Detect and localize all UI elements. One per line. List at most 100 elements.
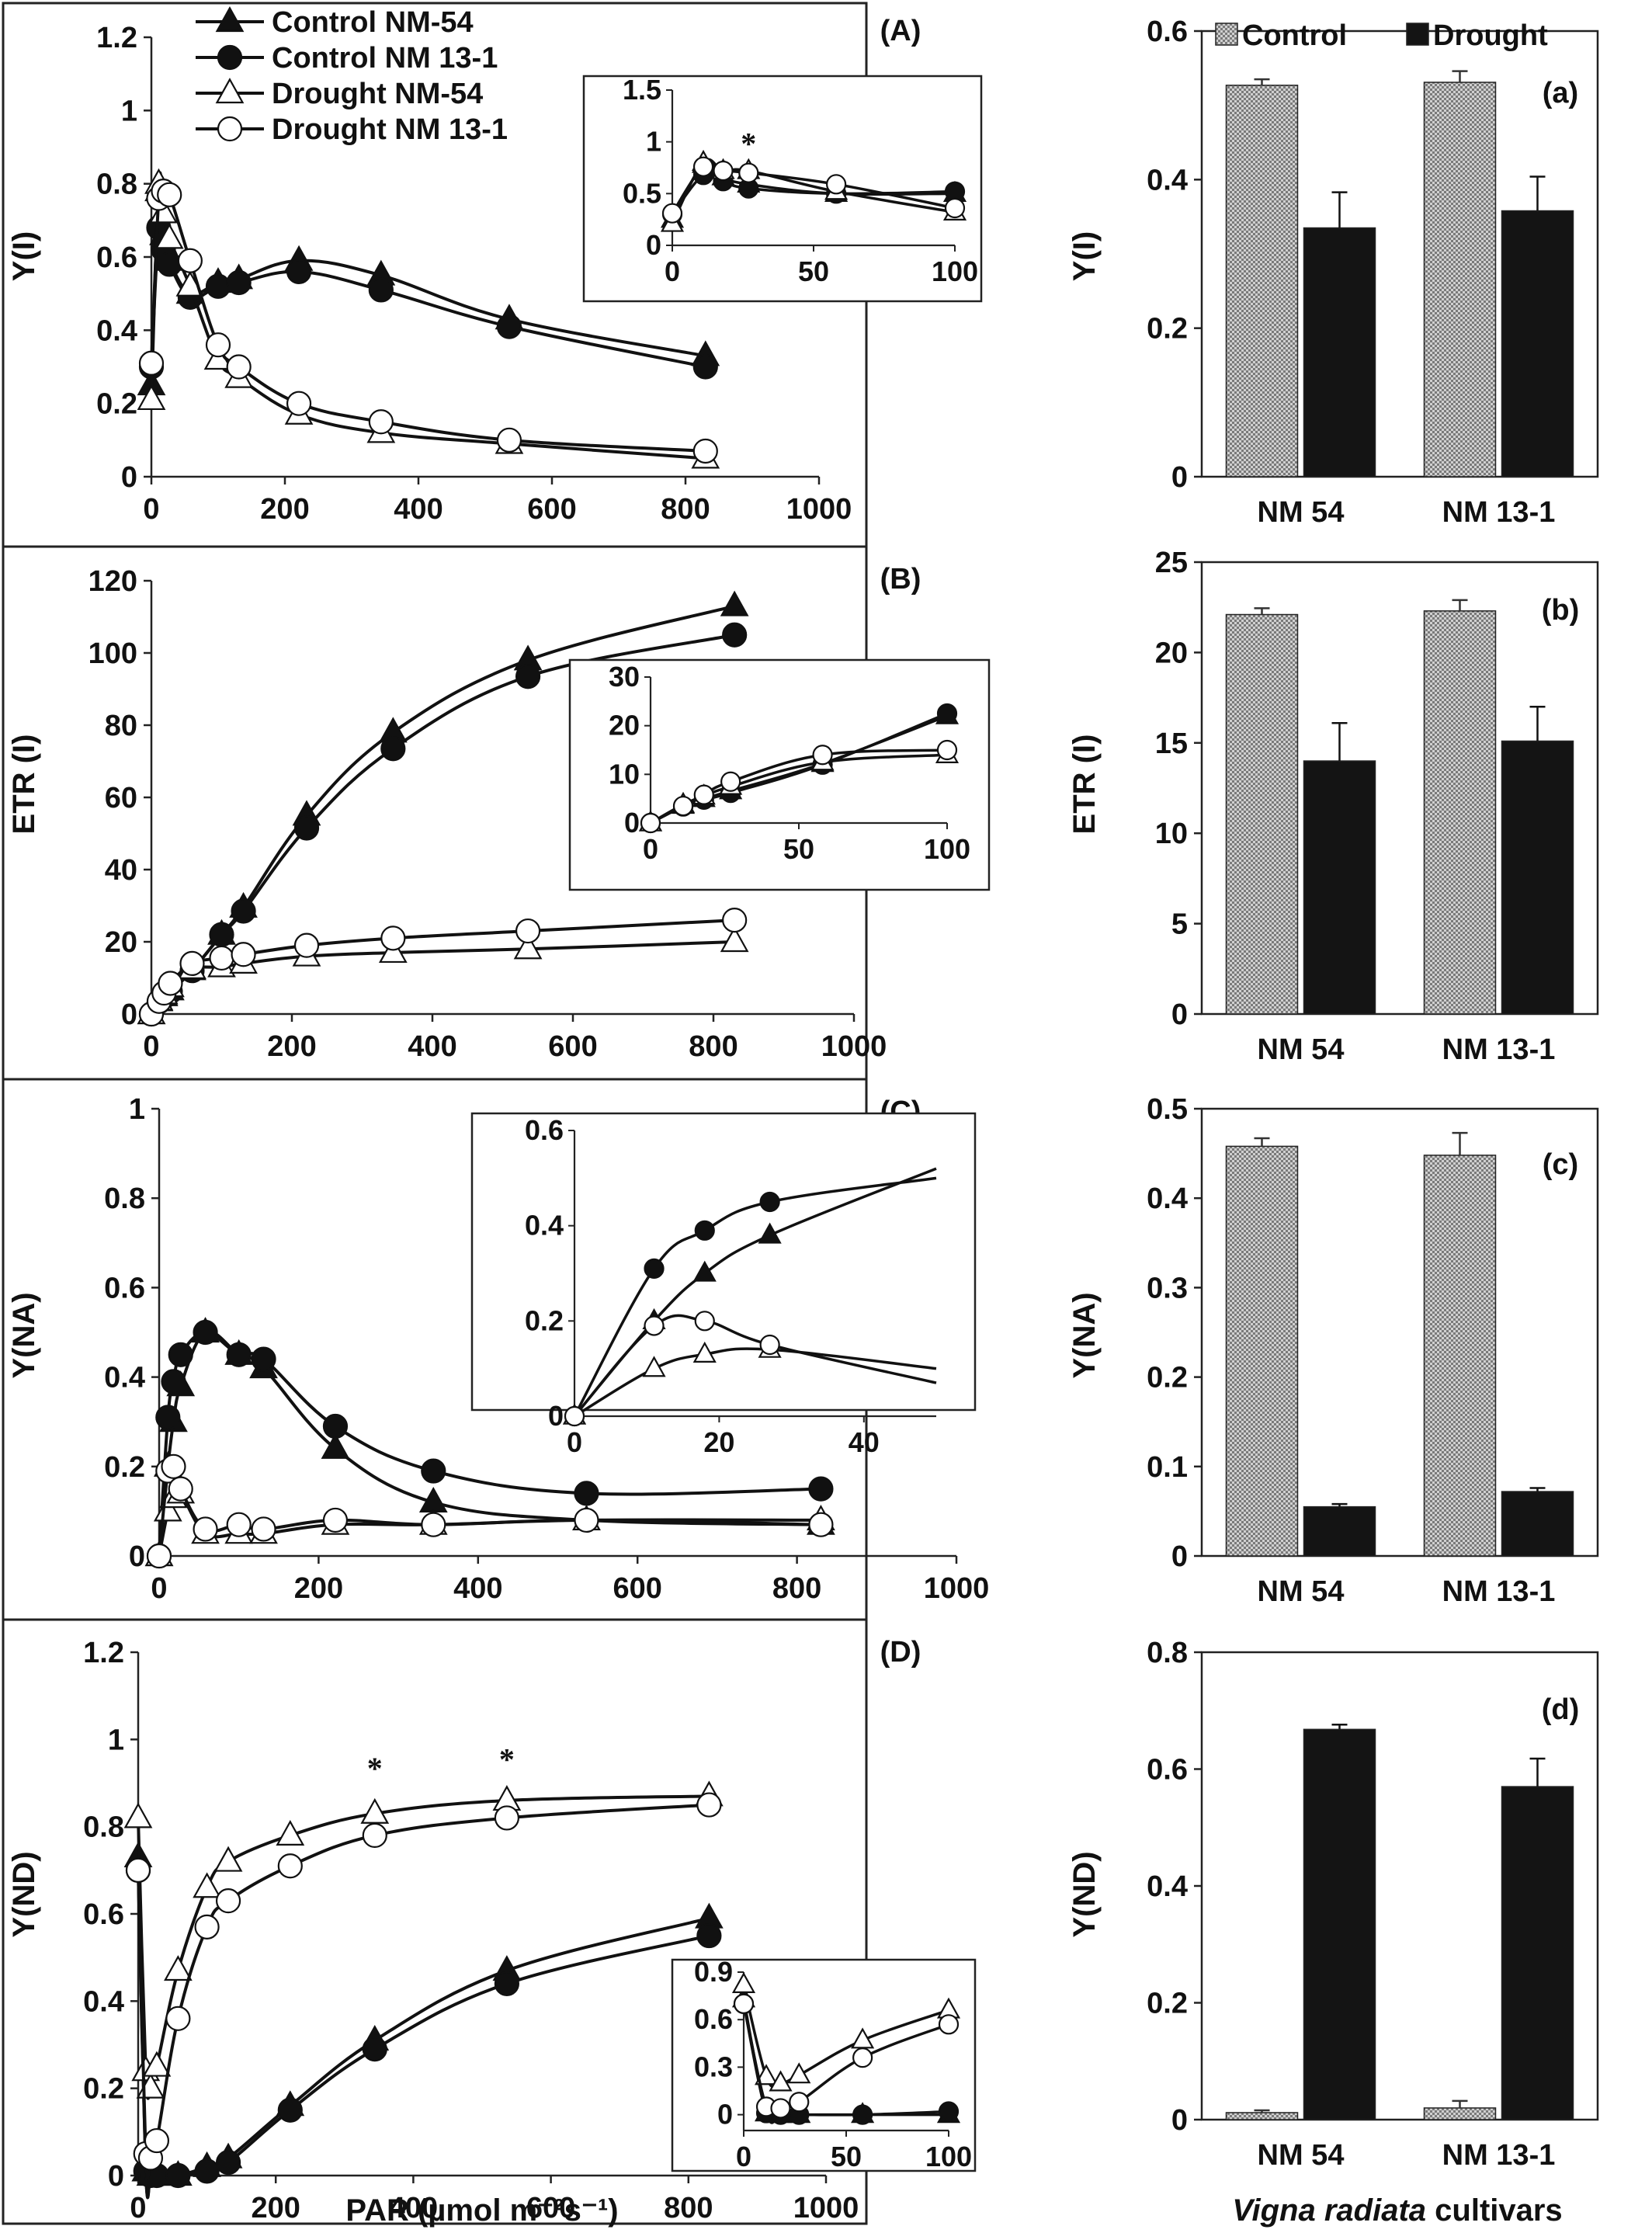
x-tick-label: 600 [548,1030,597,1063]
data-point [494,1971,519,1996]
data-point [574,1507,599,1533]
data-point [193,1516,218,1542]
data-point [251,1516,276,1542]
data-point [286,391,312,416]
data-point [368,277,394,303]
x-tick-label: 800 [689,1030,738,1063]
x-tick-label: 1000 [821,1030,887,1063]
data-point [138,350,165,376]
y-tick-label: 0.6 [83,1898,124,1931]
inset-y-tick-label: 30 [609,661,640,693]
data-point [213,1846,243,1872]
inset-data-point [644,1258,665,1279]
y-tick-label: 0.8 [1147,1637,1188,1669]
control-bar [1225,85,1299,478]
data-point [251,1346,276,1372]
y-tick-label: 20 [1155,637,1188,669]
data-point [720,590,749,616]
inset-frame [671,1958,977,2172]
data-point [164,1955,193,1981]
data-point [158,971,183,996]
inset-chart: 0 0.3 0.6 0.9 0 50 100 [671,1956,977,2172]
inset-x-tick-label: 40 [849,1426,880,1458]
data-point [808,1476,834,1502]
panel-label: (c) [1543,1148,1578,1181]
x-axis-title: PAR (µmol m⁻²s⁻¹) [345,2193,618,2228]
x-tick-label: 400 [408,1030,456,1063]
inset-frame [470,1112,977,1412]
data-point [322,1507,349,1533]
data-point [277,2097,303,2123]
data-point [696,1922,722,1949]
inset-data-point [789,2092,810,2113]
data-point [193,1319,218,1346]
y-tick-label: 0.5 [1147,1093,1188,1126]
inset-y-tick-label: 0 [646,229,661,261]
inset-data-point [661,203,683,224]
data-point [205,273,231,299]
y-tick-label: 0.8 [96,168,137,201]
data-point [179,950,205,977]
y-tick-label: 25 [1155,547,1188,579]
x-tick-label: 800 [661,493,710,526]
inset-data-point [672,795,694,817]
inset-chart: 0 0.5 1 1.5 0 50 100 * [582,74,983,303]
inset-x-tick-label: 0 [665,255,680,287]
inset-x-tick-label: 100 [924,833,970,865]
data-point [226,1342,252,1367]
data-point [293,815,320,841]
inset-y-tick-label: 0 [548,1400,564,1432]
inset-data-point [720,771,741,792]
inset-data-point [754,2064,779,2085]
data-point [362,2037,387,2062]
inset-data-point [769,2070,793,2092]
inset-frame [568,658,991,891]
inset-series-line [742,1984,949,2089]
inset-data-point [852,2047,873,2068]
inset-data-point [692,1341,717,1363]
x-tick-label: 600 [526,2192,575,2224]
data-point [153,1495,182,1522]
y-tick-label: 0 [121,461,137,494]
inset-data-point [640,812,661,834]
data-point [155,1405,181,1430]
data-point [123,1802,153,1828]
x-tick-label: 200 [251,2192,300,2224]
y-tick-label: 0.6 [1147,1754,1188,1787]
inset-data-point [733,1993,755,2014]
inset-data-point [713,160,734,182]
data-point [194,2158,220,2184]
y-axis-label: Y(NA) [1067,1292,1102,1378]
y-tick-label: 0.1 [1147,1451,1188,1484]
inset-data-point [770,2098,791,2119]
y-tick-label: 0.4 [83,1985,124,2018]
y-tick-label: 100 [88,637,137,670]
data-point [722,622,748,648]
y-tick-label: 0 [129,1540,145,1573]
data-point [165,2006,191,2031]
y-tick-label: 1 [129,1093,145,1126]
y-axis-label: ETR (I) [7,734,41,835]
y-tick-label: 0 [108,2160,124,2193]
line-panel-A: 00.20.40.60.811.20 200 400 600 800 1000Y(I)(A… [2,2,983,548]
x-tick-label: 0 [143,493,159,526]
y-tick-label: 0.4 [1147,1182,1188,1215]
inset-chart: 0 0.2 0.4 0.6 0 20 40 [470,1112,977,1458]
y-axis-label: Y(I) [1067,231,1102,281]
y-tick-label: 0 [1171,461,1188,494]
inset-series-line [574,1347,937,1418]
x-tick-label: 600 [527,493,576,526]
inset-data-point [693,784,714,805]
y-tick-label: 120 [88,565,137,598]
inset-y-tick-label: 1 [646,126,661,158]
legend-label: Drought NM 13-1 [272,113,508,146]
inset-data-point [936,703,958,724]
inset-y-tick-label: 0 [624,807,640,839]
data-point [215,1888,241,1914]
data-point [144,2127,170,2154]
y-tick-label: 0 [1171,1540,1188,1573]
legend-label: Drought NM-54 [272,78,483,110]
x-tick-label: 0 [151,1572,167,1605]
y-tick-label: 0.2 [104,1451,145,1484]
